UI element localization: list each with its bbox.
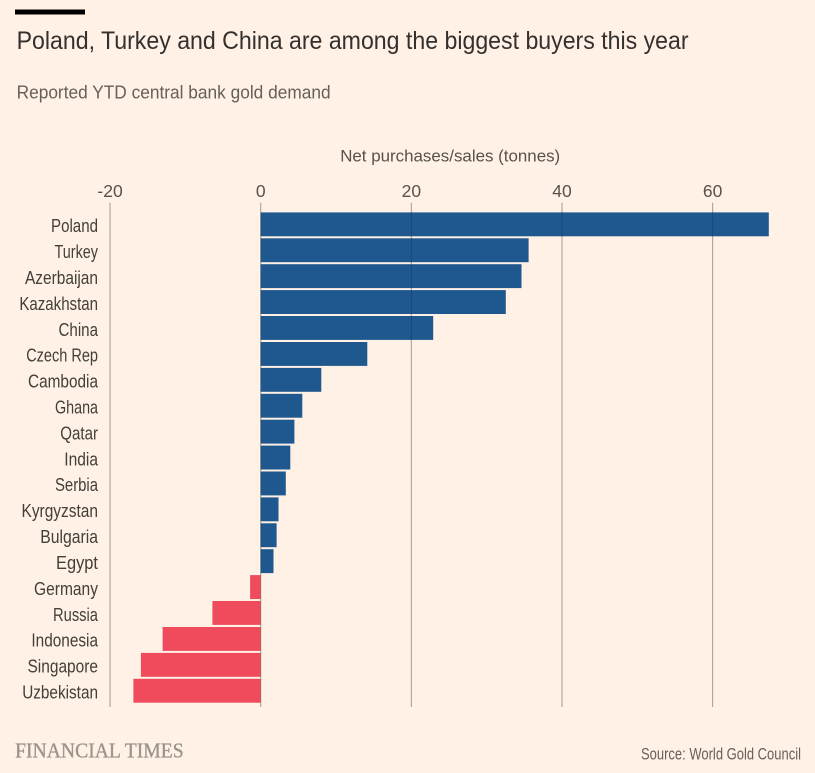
svg-text:Source: World Gold Council: Source: World Gold Council (641, 745, 801, 763)
svg-text:Bulgaria: Bulgaria (40, 527, 99, 547)
svg-text:-20: -20 (97, 181, 123, 201)
svg-text:Poland: Poland (51, 216, 98, 236)
svg-text:Reported YTD central bank gold: Reported YTD central bank gold demand (17, 83, 331, 103)
svg-text:Turkey: Turkey (55, 242, 99, 262)
svg-text:Russia: Russia (53, 605, 99, 625)
svg-text:0: 0 (256, 181, 266, 201)
svg-text:Germany: Germany (34, 579, 98, 599)
svg-text:Czech Rep: Czech Rep (26, 346, 98, 366)
svg-text:Singapore: Singapore (28, 657, 99, 677)
svg-text:Uzbekistan: Uzbekistan (22, 683, 98, 703)
svg-text:India: India (64, 449, 99, 469)
svg-text:20: 20 (402, 181, 422, 201)
svg-text:Cambodia: Cambodia (28, 372, 99, 392)
svg-text:40: 40 (552, 181, 572, 201)
svg-text:Kazakhstan: Kazakhstan (19, 294, 98, 314)
svg-text:Poland, Turkey and China are a: Poland, Turkey and China are among the b… (17, 28, 689, 55)
svg-text:Net purchases/sales (tonnes): Net purchases/sales (tonnes) (340, 146, 560, 165)
svg-text:Indonesia: Indonesia (31, 631, 98, 651)
svg-text:Azerbaijan: Azerbaijan (25, 268, 98, 288)
svg-text:FINANCIAL TIMES: FINANCIAL TIMES (15, 739, 184, 763)
svg-text:Kyrgyzstan: Kyrgyzstan (22, 501, 99, 521)
svg-text:Egypt: Egypt (56, 553, 98, 573)
svg-text:Qatar: Qatar (60, 423, 98, 443)
svg-text:Ghana: Ghana (55, 398, 99, 418)
svg-text:Serbia: Serbia (55, 475, 99, 495)
svg-text:60: 60 (703, 181, 723, 201)
svg-text:China: China (59, 320, 99, 340)
